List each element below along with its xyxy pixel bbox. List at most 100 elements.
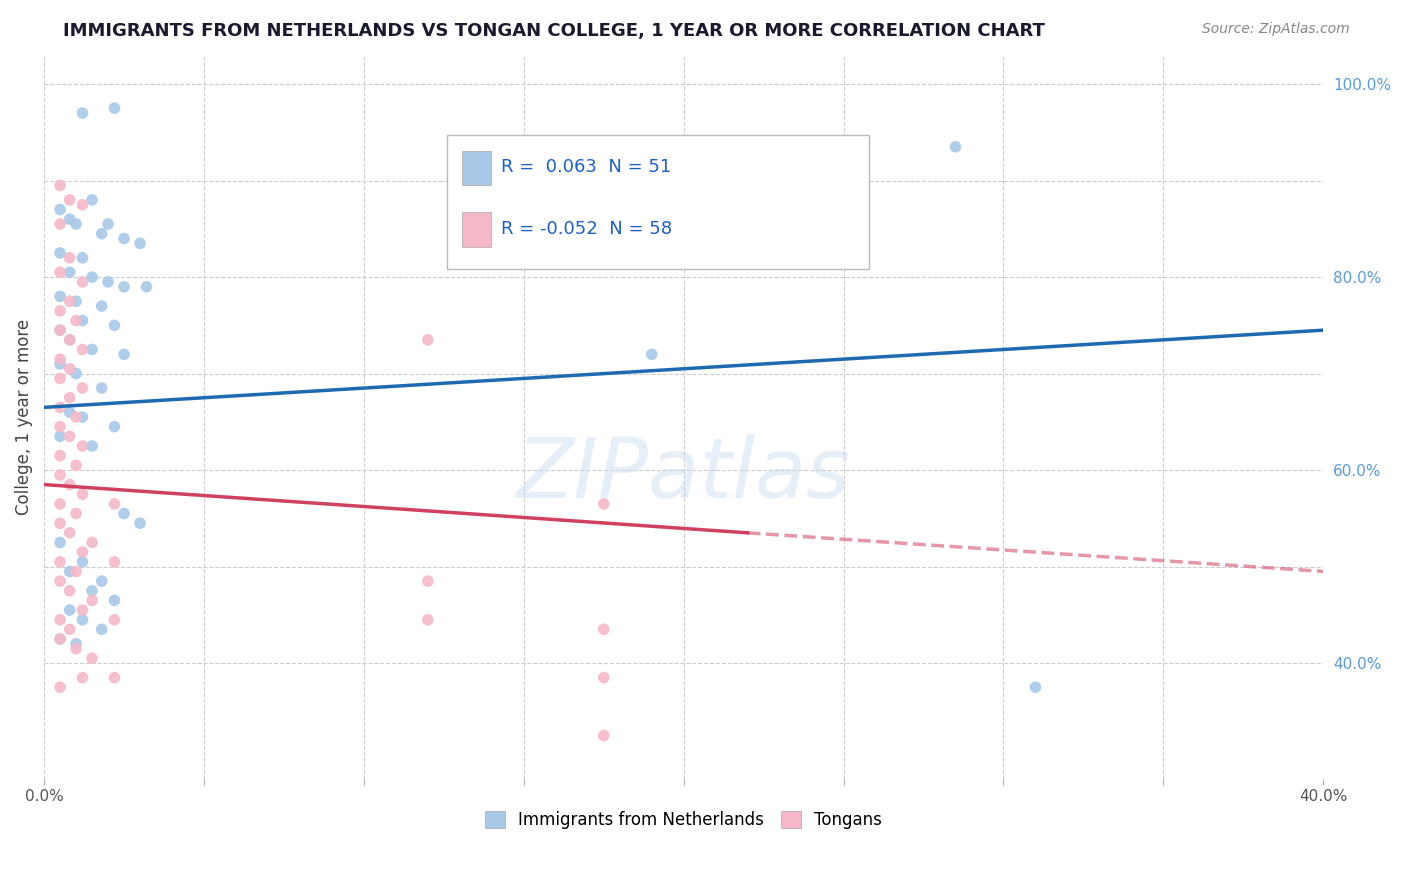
Point	[641, 347, 664, 361]
Point	[80, 193, 103, 207]
Point	[72, 613, 94, 627]
Point	[592, 671, 614, 685]
Point	[112, 231, 135, 245]
Point	[135, 279, 157, 293]
Point	[416, 333, 439, 347]
Point	[592, 623, 614, 637]
Point	[592, 729, 614, 743]
Point	[49, 265, 72, 279]
Point	[49, 632, 72, 646]
Point	[59, 405, 82, 419]
Point	[416, 613, 439, 627]
Point	[49, 555, 72, 569]
Point	[90, 623, 112, 637]
Point	[49, 401, 72, 415]
Point	[129, 516, 152, 531]
Point	[59, 477, 82, 491]
Point	[97, 217, 120, 231]
Point	[59, 333, 82, 347]
Point	[112, 279, 135, 293]
Point	[65, 641, 87, 656]
Point	[72, 545, 94, 559]
Point	[103, 613, 125, 627]
Point	[80, 270, 103, 285]
Point	[59, 525, 82, 540]
Point	[90, 227, 112, 241]
FancyBboxPatch shape	[447, 135, 869, 268]
Point	[72, 275, 94, 289]
Point	[80, 439, 103, 453]
Point	[65, 458, 87, 473]
Text: R =  0.063  N = 51: R = 0.063 N = 51	[501, 158, 671, 177]
Point	[103, 419, 125, 434]
Point	[49, 449, 72, 463]
Text: ZIPatlas: ZIPatlas	[517, 434, 851, 516]
Point	[65, 410, 87, 425]
Point	[72, 343, 94, 357]
Point	[97, 275, 120, 289]
Point	[59, 251, 82, 265]
Point	[72, 671, 94, 685]
Point	[72, 313, 94, 327]
Point	[59, 212, 82, 227]
Point	[49, 323, 72, 337]
Point	[945, 140, 967, 154]
Point	[90, 299, 112, 313]
Point	[49, 535, 72, 549]
Point	[49, 497, 72, 511]
Point	[49, 289, 72, 303]
Point	[59, 429, 82, 443]
Point	[49, 323, 72, 337]
Point	[49, 680, 72, 694]
Text: R = -0.052  N = 58: R = -0.052 N = 58	[501, 219, 672, 238]
Point	[49, 467, 72, 482]
Point	[49, 352, 72, 367]
Point	[59, 603, 82, 617]
Point	[90, 381, 112, 395]
Point	[80, 593, 103, 607]
Point	[65, 367, 87, 381]
Point	[72, 487, 94, 501]
Point	[72, 603, 94, 617]
Point	[80, 583, 103, 598]
Point	[49, 516, 72, 531]
Point	[49, 217, 72, 231]
Point	[80, 535, 103, 549]
Point	[103, 671, 125, 685]
Point	[59, 565, 82, 579]
Point	[592, 497, 614, 511]
Text: IMMIGRANTS FROM NETHERLANDS VS TONGAN COLLEGE, 1 YEAR OR MORE CORRELATION CHART: IMMIGRANTS FROM NETHERLANDS VS TONGAN CO…	[63, 22, 1045, 40]
Point	[72, 198, 94, 212]
Point	[103, 593, 125, 607]
Point	[59, 391, 82, 405]
Point	[49, 178, 72, 193]
Point	[103, 318, 125, 333]
Point	[1024, 680, 1046, 694]
Point	[112, 507, 135, 521]
Point	[49, 246, 72, 260]
Point	[72, 439, 94, 453]
FancyBboxPatch shape	[463, 151, 491, 186]
Point	[59, 193, 82, 207]
Legend: Immigrants from Netherlands, Tongans: Immigrants from Netherlands, Tongans	[478, 805, 889, 836]
Point	[103, 497, 125, 511]
Point	[49, 304, 72, 318]
Point	[65, 294, 87, 309]
Point	[65, 507, 87, 521]
Point	[80, 651, 103, 665]
Point	[103, 101, 125, 115]
Point	[103, 555, 125, 569]
Point	[49, 429, 72, 443]
Point	[90, 574, 112, 588]
Point	[59, 361, 82, 376]
Point	[65, 313, 87, 327]
Point	[112, 347, 135, 361]
Point	[49, 632, 72, 646]
Point	[49, 613, 72, 627]
FancyBboxPatch shape	[463, 212, 491, 247]
Point	[49, 574, 72, 588]
Point	[49, 371, 72, 385]
Point	[59, 623, 82, 637]
Point	[72, 381, 94, 395]
Point	[72, 106, 94, 120]
